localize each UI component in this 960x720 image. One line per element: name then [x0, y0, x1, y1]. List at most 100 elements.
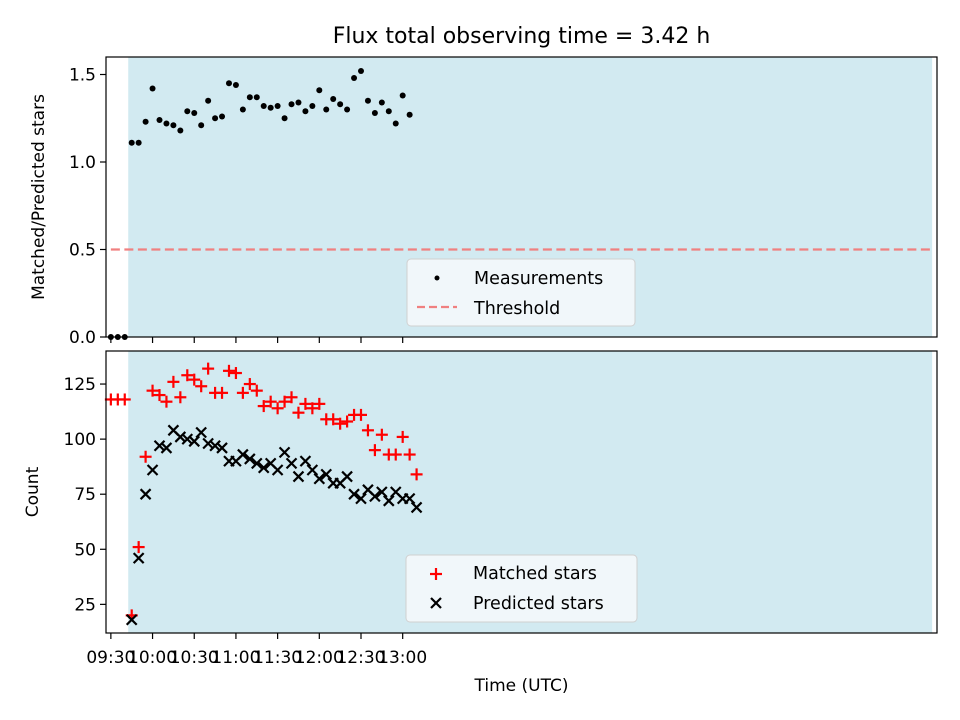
top-panel: 0.0 0.5 1.0 1.5 Matched/Predicted stars Mea… — [29, 56, 938, 348]
matched-star-point — [257, 400, 270, 413]
measurement-point — [177, 127, 184, 134]
matched-star-point — [132, 541, 145, 554]
measurement-point — [232, 82, 239, 88]
measurement-point — [344, 106, 351, 113]
top-y-tick-label: 0.5 — [69, 241, 96, 261]
matched-star-point — [174, 391, 187, 404]
matched-star-point — [250, 384, 263, 397]
measurement-point — [260, 103, 267, 109]
measurement-point — [184, 108, 191, 115]
legend-matched-label: Matched stars — [473, 564, 597, 584]
predicted-star-point — [181, 433, 194, 445]
measurement-point — [225, 80, 232, 87]
matched-star-point — [354, 408, 367, 421]
top-axis-ticks: 0.0 0.5 1.0 1.5 — [69, 66, 404, 348]
measurement-point — [205, 97, 212, 104]
bottom-y-tick-label: 75 — [74, 485, 96, 505]
predicted-star-point — [348, 488, 360, 500]
matched-star-point — [243, 378, 256, 391]
bottom-x-tick-label: 11:00 — [211, 648, 260, 668]
predicted-star-point — [278, 446, 291, 459]
matched-star-point — [292, 406, 305, 419]
measurement-point — [357, 68, 364, 74]
bottom-x-tick-label: 09:30 — [86, 648, 135, 668]
measurement-point — [128, 139, 135, 146]
predicted-star-point — [313, 473, 326, 485]
matched-star-point — [139, 450, 152, 463]
measurement-point — [392, 120, 399, 127]
matched-star-point — [341, 415, 354, 428]
measurement-point — [212, 115, 219, 122]
matched-star-point — [264, 395, 277, 408]
measurement-point — [246, 94, 253, 101]
predicted-star-point — [188, 435, 201, 448]
legend-predicted-marker — [430, 597, 442, 609]
predicted-star-point — [285, 457, 298, 470]
predicted-star-point — [195, 426, 207, 439]
predicted-star-point — [125, 614, 138, 626]
matched-star-point — [153, 389, 166, 402]
predicted-star-point — [132, 552, 145, 564]
matched-star-point — [313, 397, 326, 410]
matched-star-point — [278, 395, 291, 408]
bottom-panel: 25507510012509:3010:0010:3011:0011:3012:… — [23, 350, 938, 696]
predicted-star-point — [202, 437, 214, 450]
measurement-point — [330, 96, 337, 102]
matched-star-point — [160, 395, 173, 408]
top-legend-box — [406, 258, 636, 327]
chart-title: Flux total observing time = 3.42 h — [333, 24, 711, 49]
predicted-star-point — [174, 431, 187, 443]
predicted-stars-points — [125, 424, 423, 626]
measurement-point — [337, 101, 344, 108]
measurement-point — [219, 113, 226, 120]
predicted-star-point — [271, 464, 284, 476]
measurement-point — [253, 94, 260, 101]
matched-star-point — [271, 402, 284, 415]
predicted-star-point — [139, 488, 152, 500]
predicted-star-point — [160, 442, 173, 454]
matched-star-point — [146, 384, 159, 397]
matched-star-point — [327, 413, 340, 426]
bottom-y-axis-label: Count — [23, 466, 43, 517]
matched-star-point — [285, 391, 298, 404]
measurement-point — [288, 101, 295, 108]
top-legend: Measurements Threshold — [406, 258, 636, 327]
measurement-point — [274, 103, 281, 109]
matched-star-point — [306, 402, 319, 415]
bottom-x-tick-label: 13:00 — [378, 648, 427, 668]
bottom-plot-frame — [105, 350, 938, 634]
bottom-y-tick-label: 125 — [64, 375, 96, 395]
top-measurement-points — [107, 68, 413, 340]
measurement-point — [364, 97, 371, 104]
matched-star-point — [375, 428, 388, 441]
bottom-x-tick-label: 10:00 — [128, 648, 177, 668]
bottom-x-tick-label: 10:30 — [170, 648, 219, 668]
predicted-star-point — [383, 495, 395, 507]
matched-stars-points — [104, 362, 423, 622]
measurement-point — [163, 120, 170, 127]
measurement-point — [378, 99, 385, 106]
bottom-y-tick-label: 25 — [74, 595, 96, 615]
measurement-point — [170, 122, 177, 129]
measurement-point — [281, 115, 288, 122]
measurement-point — [198, 122, 205, 129]
measurement-point — [371, 110, 378, 116]
predicted-star-point — [355, 492, 367, 505]
matched-star-point — [361, 424, 374, 437]
matched-star-point — [216, 386, 229, 399]
predicted-star-point — [153, 439, 166, 452]
matched-star-point — [236, 386, 249, 399]
measurement-point — [323, 106, 330, 113]
bottom-x-tick-label: 12:00 — [295, 648, 344, 668]
legend-threshold-label: Threshold — [473, 299, 560, 319]
measurement-point — [295, 99, 302, 106]
measurement-point — [316, 87, 323, 94]
measurement-point — [351, 75, 358, 81]
predicted-star-point — [216, 442, 228, 454]
bottom-axis-ticks: 25507510012509:3010:0010:3011:0011:3012:… — [64, 375, 428, 668]
predicted-star-point — [320, 468, 333, 481]
bottom-legend: Matched stars Predicted stars — [405, 554, 638, 623]
measurement-point — [156, 117, 163, 123]
matched-star-point — [222, 364, 235, 377]
